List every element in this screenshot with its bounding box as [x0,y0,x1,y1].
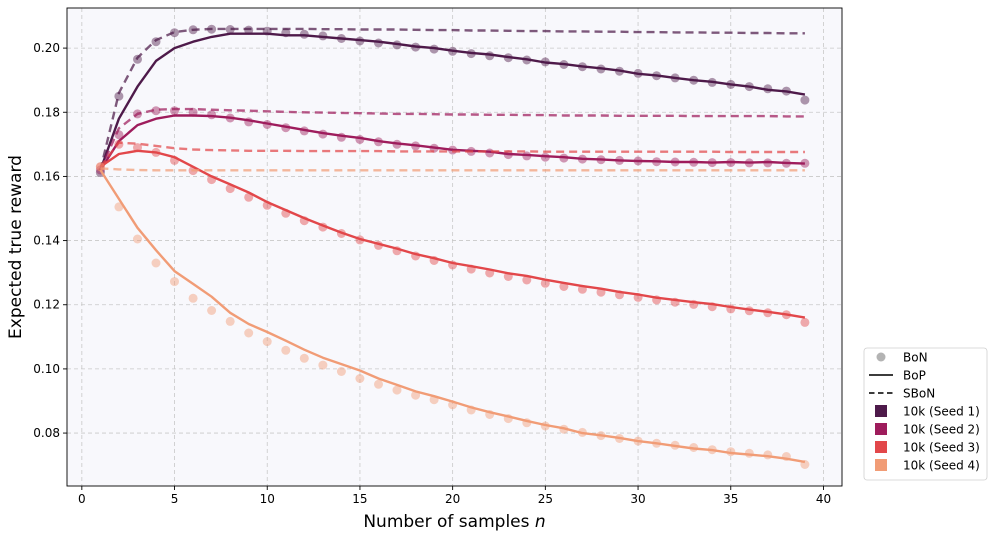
bon-point [355,374,365,383]
sbon-line [99,27,805,171]
x-tick-label: 20 [445,492,460,506]
bon-point [800,95,810,105]
bon-point [114,139,124,149]
series-seed-3 [95,139,810,327]
bon-point [374,379,383,389]
legend-seed2-swatch [875,423,887,435]
bon-point [133,234,142,244]
y-tick-label: 0.14 [33,234,60,248]
bon-point [800,317,810,327]
bon-point [392,385,402,395]
bon-point [114,202,124,212]
bop-line [99,32,806,171]
x-axis-title: Number of samples n [363,512,545,532]
bon-point [170,277,179,287]
sbon-line [100,167,805,172]
series-seed-2 [95,106,810,175]
x-tick-label: 30 [630,492,645,506]
bon-point [170,28,179,38]
bop-line [99,114,805,171]
bon-point [207,306,217,315]
x-tick-label: 25 [538,492,553,506]
series-seed-1 [95,24,810,178]
legend-seed1-label: 10k (Seed 1) [903,405,980,419]
series-seed-4 [95,162,810,469]
bon-point [114,130,124,140]
bon-point [151,106,161,116]
grid [67,8,842,486]
bon-point [281,345,291,355]
x-tick-label: 40 [816,492,831,506]
bon-point [244,192,254,202]
bon-point [133,54,142,64]
bon-point [336,367,346,376]
bon-point [225,316,235,326]
bon-point [522,275,532,285]
y-tick-label: 0.18 [33,105,60,119]
bon-point [133,109,142,119]
x-tick-label: 15 [352,492,367,506]
plot-area [67,8,842,486]
y-tick-label: 0.12 [33,298,60,312]
bon-point [95,162,105,172]
axis-ticks: 0 5 10 15 20 25 30 35 40 0.08 0.10 0.12 0.14 0.16 0.18… [33,41,831,506]
bon-point [151,37,161,47]
x-tick-label: 5 [171,492,179,506]
legend-seed2-label: 10k (Seed 2) [903,423,980,437]
bon-point [207,24,217,34]
x-tick-label: 35 [723,492,738,506]
bon-point [188,25,198,35]
bon-point [262,337,272,347]
y-tick-label: 0.16 [33,169,60,183]
bon-point [299,353,309,363]
legend-seed3-label: 10k (Seed 3) [903,441,980,455]
series-layer [95,24,810,469]
legend-seed1-swatch [875,405,887,417]
legend: BoN BoP SBoN 10k (Seed 1) 10k (Seed 2) 1… [863,347,988,481]
bon-point [244,328,254,338]
sbon-line [99,141,805,168]
legend-sbon-label: SBoN [903,387,935,401]
bon-point [170,106,179,116]
legend-seed4-label: 10k (Seed 4) [903,459,980,473]
legend-box [863,347,988,481]
bon-point [151,258,161,268]
bon-point [318,360,328,370]
y-tick-label: 0.08 [33,426,60,440]
legend-seed3-swatch [875,441,887,453]
y-tick-label: 0.10 [33,362,60,376]
x-tick-label: 10 [260,492,275,506]
legend-bon-marker [876,352,886,362]
y-axis-title: Expected true reward [6,155,26,339]
bon-point [225,25,235,34]
bop-line [99,169,806,464]
bon-point [188,293,198,303]
legend-bon-label: BoN [903,351,928,365]
y-tick-label: 0.20 [33,41,60,55]
bon-point [114,91,124,101]
legend-bop-label: BoP [903,369,926,383]
sbon-line [99,107,805,171]
legend-seed4-swatch [875,459,887,471]
bon-point [244,25,254,35]
bop-line [99,149,806,319]
plot-frame [66,7,843,487]
x-tick-label: 0 [78,492,86,506]
